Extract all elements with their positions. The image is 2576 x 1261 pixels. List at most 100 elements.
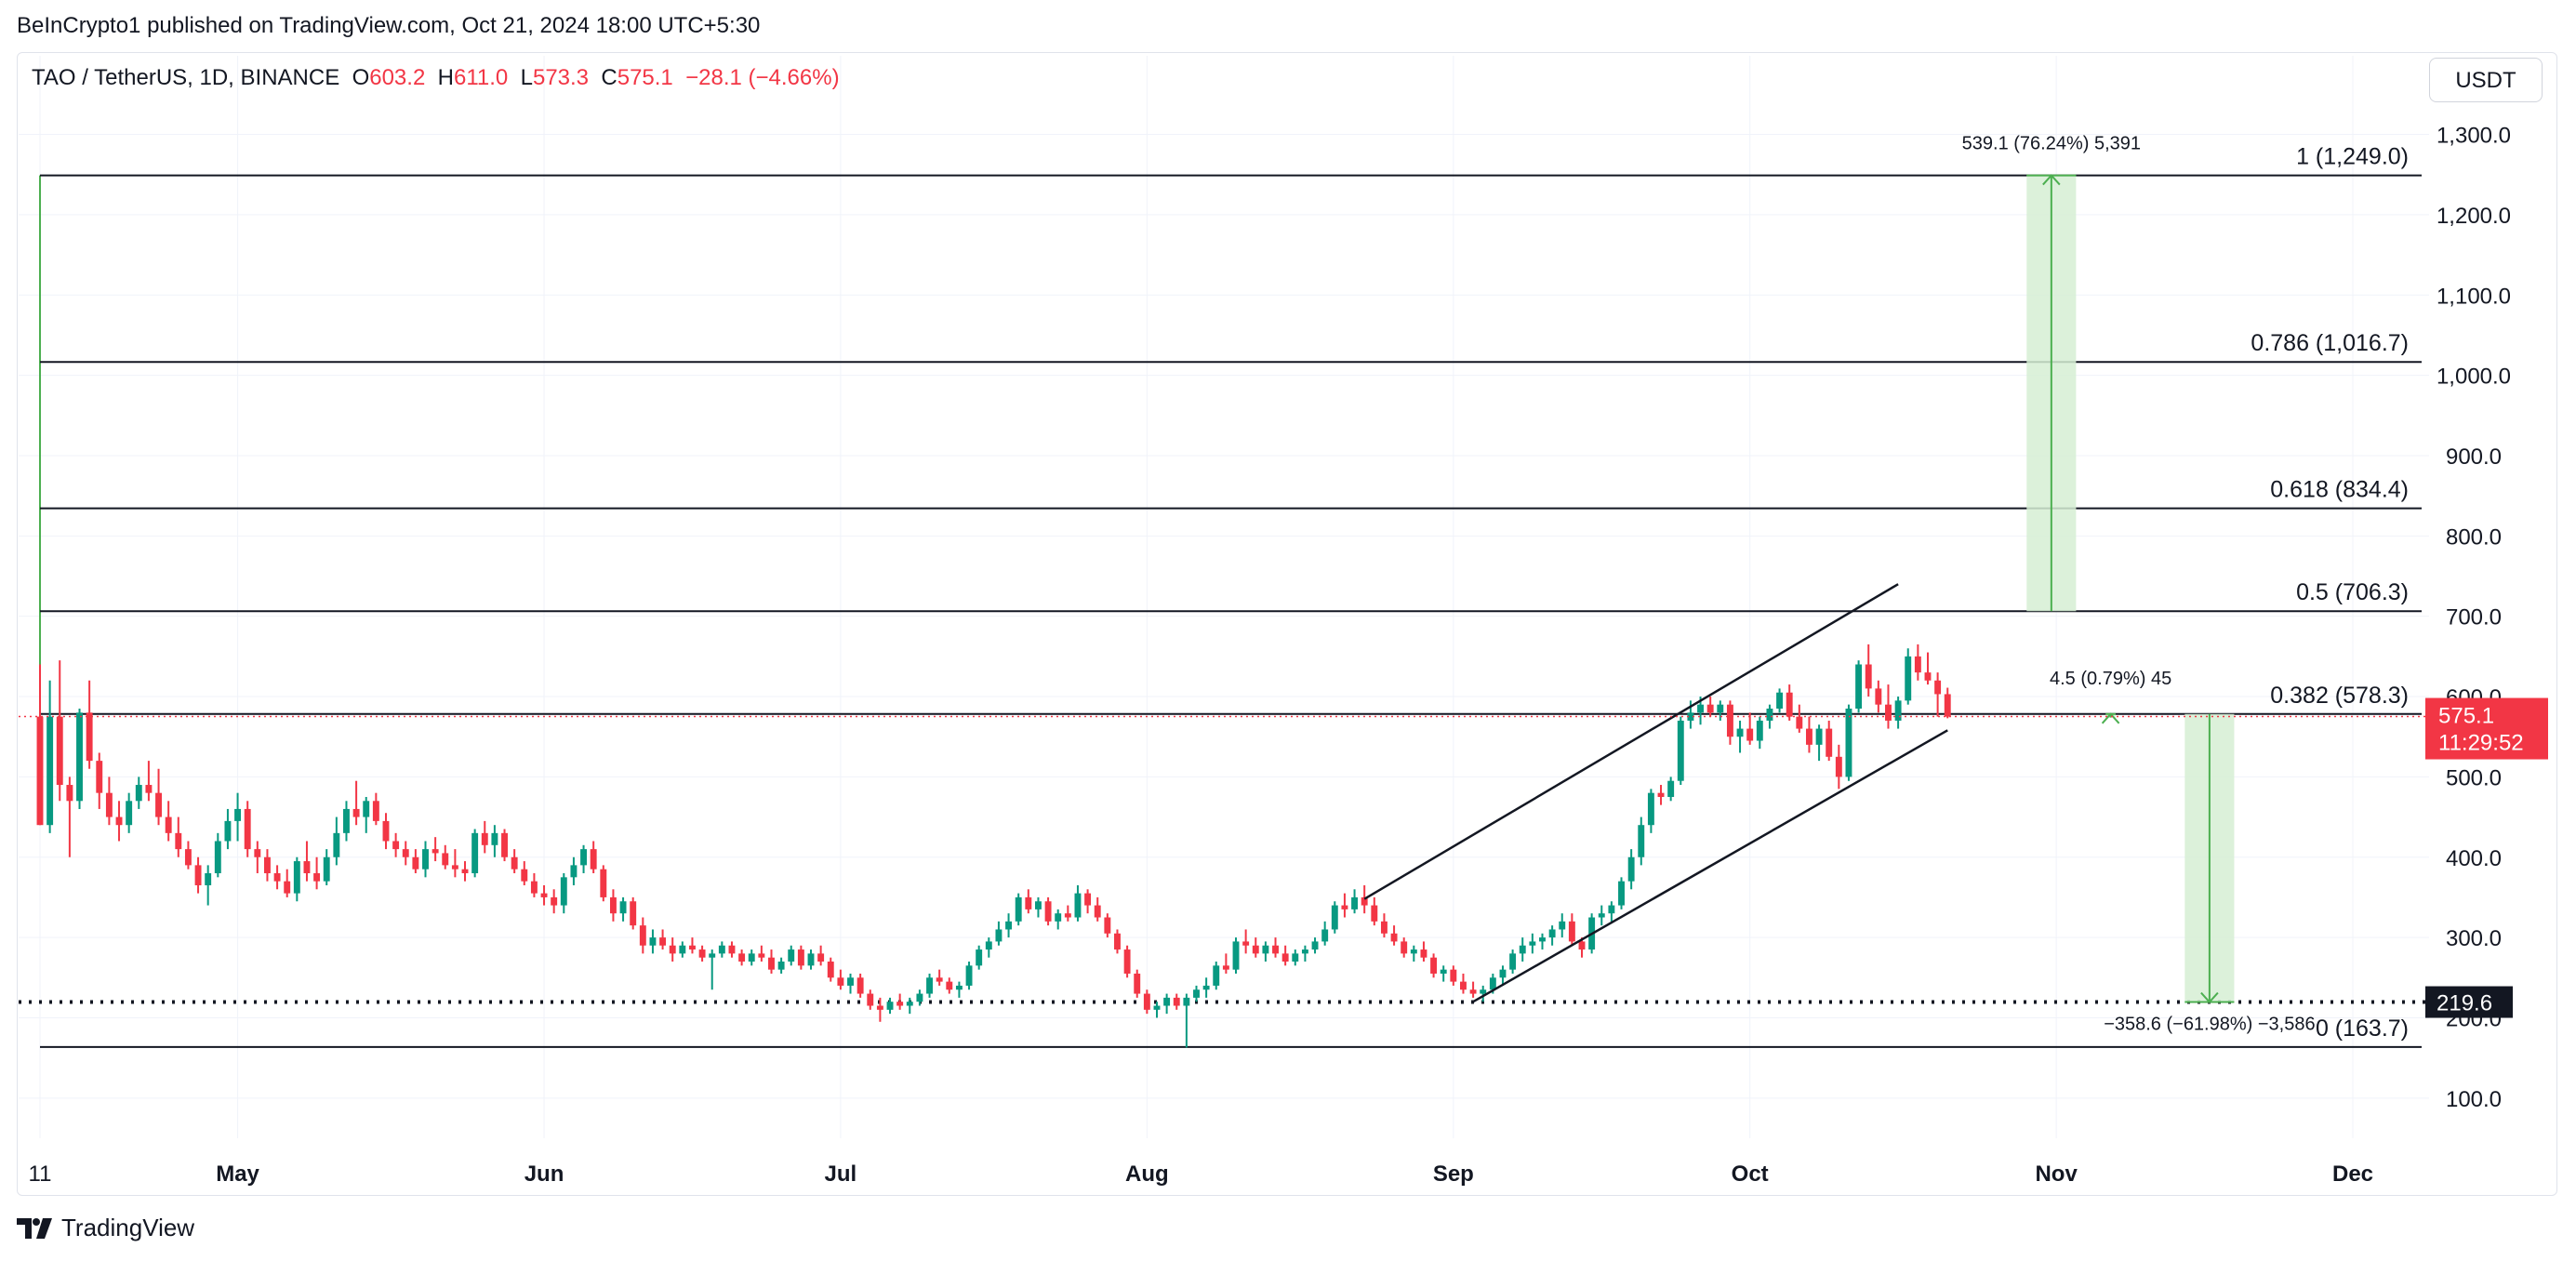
candle-body [115,816,123,826]
candle-body [1638,825,1645,857]
candle-body [847,977,854,986]
candle-body [1894,700,1902,721]
candle-body [777,962,785,970]
close-value: 575.1 [617,65,673,90]
candle-body [1657,792,1665,797]
low-label: L [520,65,533,90]
symbol-name: TAO / TetherUS, 1D, BINANCE [32,65,340,90]
candle-body [432,849,439,854]
candle-body [1094,905,1101,918]
candle-body [214,841,221,874]
candle-body [1281,953,1289,962]
candle-body [1519,945,1526,954]
candle-body [1055,913,1062,922]
candle-body [1786,692,1793,717]
candle-body [1736,728,1744,737]
y-tick-label: 100.0 [2446,1087,2502,1112]
candle-body [1618,881,1625,906]
x-tick-label: Jun [524,1161,564,1187]
candle-body [1134,973,1141,994]
candle-body [224,820,232,842]
candle-body [540,893,548,897]
ascending-channel [1363,583,1948,1003]
candle-body [1371,905,1378,922]
candle-body [1756,720,1763,741]
candle-body [293,861,300,894]
candle-body [1647,792,1654,826]
y-tick-label: 1,000.0 [2437,365,2511,390]
low-value: 573.3 [532,65,590,90]
candle-body [955,985,963,990]
candle-body [1717,704,1724,713]
candle-body [205,873,212,885]
high-label: H [437,65,454,90]
candle-body [976,949,983,966]
y-tick-label: 300.0 [2446,926,2502,951]
x-tick-label: Sep [1433,1161,1474,1187]
candle-body [560,877,567,906]
candle-body [284,881,291,894]
candle-body [1568,921,1575,942]
candle-body [1242,941,1250,946]
y-tick-label: 500.0 [2446,765,2502,790]
candle-body [471,832,479,874]
candle-body [165,816,172,833]
candle-body [1766,708,1773,721]
chart-frame [17,52,2557,1196]
candle-body [1489,977,1496,990]
candle-body [1578,941,1586,950]
candle-body [669,945,676,954]
candle-body [965,965,973,986]
candle-body [1706,704,1714,713]
measure-label: 4.5 (0.79%) 45 [2050,669,2171,689]
time-axis: 11 May Jun Jul Aug Sep Oct Nov Dec [29,1161,2373,1187]
candle-body [570,865,578,878]
candle-body [412,856,419,869]
candle-body [876,1005,883,1010]
candle-body [867,993,874,1006]
candle-body [1697,704,1704,713]
candle-body [1914,656,1921,673]
candle-body [1163,997,1171,1006]
y-tick-label: 900.0 [2446,445,2502,470]
candle-body [481,832,488,845]
candle-body [906,1002,913,1006]
candle-body [343,808,350,833]
candle-body [461,869,469,874]
candle-body [145,785,153,793]
candle-body [1193,989,1200,998]
symbol-legend: TAO / TetherUS, 1D, BINANCE O603.2 H611.… [32,65,840,91]
open-label: O [352,65,370,90]
candle-body [303,861,311,874]
candle-body [105,792,113,817]
candle-body [402,849,409,857]
currency-button[interactable]: USDT [2429,58,2543,102]
candle-body [1351,896,1359,909]
fib-level-label: 0.5 (706.3) [2296,579,2409,605]
candle-body [313,873,321,882]
candle-body [1608,905,1615,914]
candle-body [1341,905,1348,909]
candle-body [1726,704,1733,737]
candle-body [333,832,340,857]
channel-upper-line [1363,583,1899,900]
candle-body [1509,953,1517,970]
candle-body [1548,929,1556,938]
candle-body [1005,921,1013,930]
candle-body [1420,949,1427,958]
candle-body [1469,989,1477,994]
candle-body [1272,945,1279,954]
candle-body [135,785,142,802]
candle-body [194,865,202,885]
measure-tools: 539.1 (76.24%) 5,391 4.5 (0.79%) 45 −358.6… [1962,134,2316,1035]
candle-body [1430,957,1438,974]
fib-level-label: 0.618 (834.4) [2270,477,2409,503]
candle-body [1292,953,1299,962]
y-tick-label: 1,200.0 [2437,204,2511,229]
candle-body [323,856,330,882]
footer-brand: TradingView [17,1214,194,1242]
candle-body [1104,917,1111,934]
candle-body [422,849,429,869]
fib-level-label: 0.786 (1,016.7) [2251,330,2409,356]
